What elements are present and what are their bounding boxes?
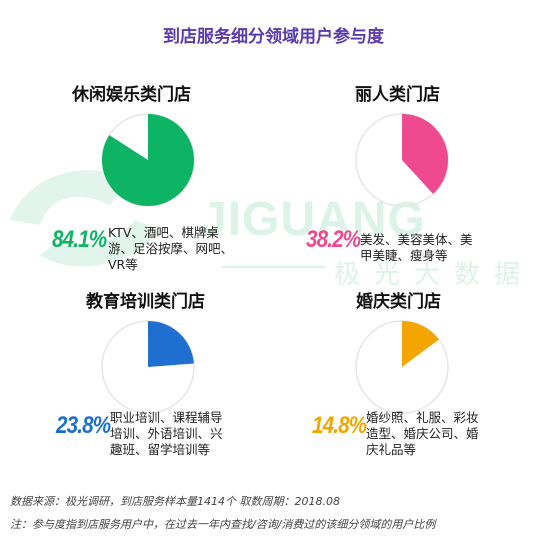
pct-leisure: 84.1% bbox=[52, 226, 107, 253]
pie-education-slice bbox=[148, 321, 194, 367]
desc-wedding-line: 婚纱照、礼服、彩妆 bbox=[366, 410, 479, 425]
watermark-divider bbox=[222, 266, 326, 268]
desc-beauty-line: 甲美睫、瘦身等 bbox=[360, 248, 448, 263]
desc-education-line: 职业培训、课程辅导 bbox=[110, 410, 223, 425]
pie-leisure bbox=[101, 113, 195, 207]
desc-leisure-line: VR等 bbox=[108, 257, 138, 272]
desc-wedding: 婚纱照、礼服、彩妆 造型、婚庆公司、婚 庆礼品等 bbox=[366, 410, 479, 458]
section-title-beauty: 丽人类门店 bbox=[355, 85, 440, 105]
desc-wedding-line: 庆礼品等 bbox=[366, 442, 417, 457]
watermark-subtitle: 极光大数据 bbox=[334, 260, 535, 290]
desc-wedding-line: 造型、婚庆公司、婚 bbox=[366, 426, 479, 441]
pct-education: 23.8% bbox=[56, 412, 111, 439]
pct-wedding: 14.8% bbox=[312, 412, 367, 439]
desc-beauty: 美发、美容美体、美 甲美睫、瘦身等 bbox=[360, 232, 473, 264]
desc-beauty-line: 美发、美容美体、美 bbox=[360, 232, 473, 247]
desc-leisure-line: 游、足浴按摩、网吧、 bbox=[108, 241, 234, 256]
desc-education: 职业培训、课程辅导 培训、外语培训、兴 趣班、留学培训等 bbox=[110, 410, 223, 458]
pie-education bbox=[101, 320, 195, 414]
desc-leisure-line: KTV、酒吧、棋牌桌 bbox=[108, 225, 219, 240]
desc-education-line: 培训、外语培训、兴 bbox=[110, 426, 223, 441]
pie-wedding bbox=[355, 320, 449, 414]
footnote: 注：参与度指到店服务用户中，在过去一年内查找/咨询/消费过的该细分领域的用户比例 bbox=[10, 518, 436, 531]
jiguang-logo-watermark bbox=[10, 170, 160, 267]
pct-beauty: 38.2% bbox=[306, 226, 361, 253]
desc-education-line: 趣班、留学培训等 bbox=[110, 442, 211, 457]
pie-beauty bbox=[355, 113, 449, 207]
pie-beauty-slice bbox=[402, 114, 449, 194]
desc-leisure: KTV、酒吧、棋牌桌 游、足浴按摩、网吧、 VR等 bbox=[108, 225, 233, 273]
pie-wedding-slice bbox=[402, 321, 439, 367]
chart-title: 到店服务细分领域用户参与度 bbox=[163, 27, 384, 47]
watermark-brand: JIGUANG bbox=[200, 193, 426, 246]
section-title-wedding: 婚庆类门店 bbox=[356, 292, 441, 312]
section-title-leisure: 休闲娱乐类门店 bbox=[72, 85, 191, 105]
pie-leisure-slice bbox=[102, 114, 195, 206]
data-source: 数据来源：极光调研，到店服务样本量1414个 取数周期：2018.08 bbox=[10, 495, 340, 508]
section-title-education: 教育培训类门店 bbox=[86, 292, 205, 312]
